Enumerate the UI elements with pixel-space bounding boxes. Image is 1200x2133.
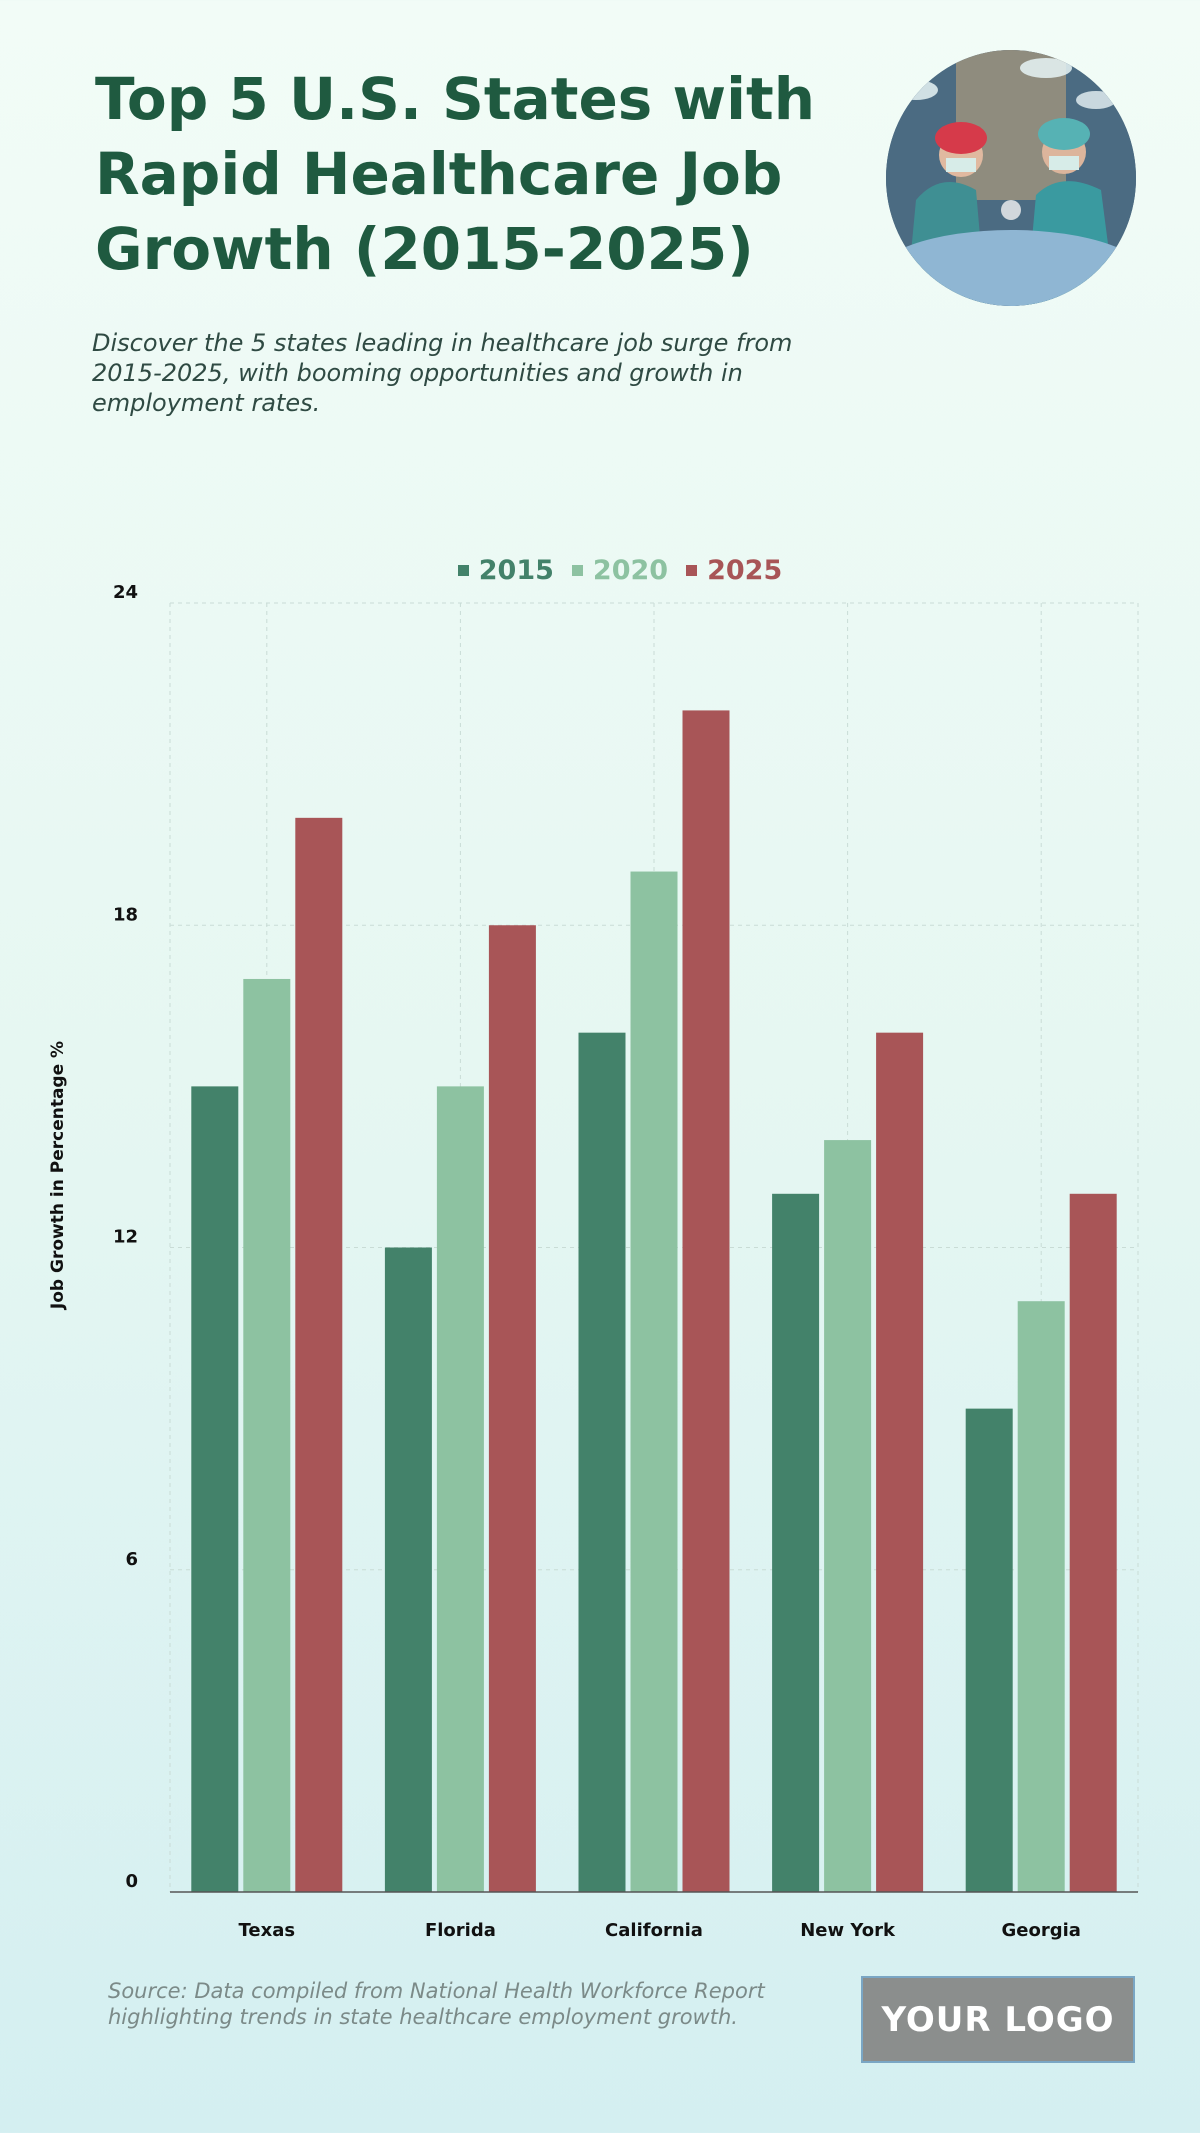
legend-swatch [686,564,698,576]
bar-2015-florida [384,1247,432,1892]
source-note: Source: Data compiled from National Heal… [108,1979,765,2029]
y-tick-label: 12 [113,1227,138,1248]
bar-2025-california [682,710,730,1892]
bar-2025-florida [488,925,536,1892]
legend-swatch [457,564,469,576]
bar-2020-california [630,871,678,1892]
bar-2015-california [578,1032,626,1892]
bar-2020-georgia [1017,1301,1065,1892]
x-tick-label: New York [800,1920,896,1941]
x-tick-label: California [605,1920,703,1941]
logo-placeholder[interactable]: YOUR LOGO [861,1976,1135,2063]
x-tick-label: Georgia [1001,1920,1080,1941]
logo-text: YOUR LOGO [881,1999,1115,2040]
surgeons-illustration [886,50,1136,306]
x-tick-label: Florida [425,1920,496,1941]
bar-2020-texas [243,978,291,1892]
legend-item-2025: 2025 [686,555,782,586]
bar-2020-new-york [824,1140,872,1892]
surgeons-photo [886,50,1136,306]
y-tick-label: 6 [125,1549,138,1570]
page-subtitle: Discover the 5 states leading in healthc… [92,329,793,417]
bar-2025-texas [295,817,343,1893]
y-tick-label: 24 [113,582,138,603]
chart-legend: 2015 2020 2025 [0,550,1200,590]
legend-label: 2025 [707,554,783,586]
bar-chart: 0 6 12 18 24 Texas Florida California New York Ge… [113,582,1139,1941]
page-title: Top 5 U.S. States with Rapid Healthcare … [95,65,815,283]
bar-2025-new-york [876,1032,924,1892]
legend-item-2015: 2015 [457,554,554,586]
bar-2015-georgia [965,1408,1013,1892]
y-tick-label: 18 [113,904,138,925]
y-axis-label-text: Job Growth in Percentage % [48,1040,68,1310]
legend-swatch [571,564,583,576]
legend-item-2020: 2020 [571,554,669,586]
y-tick-label: 0 [125,1871,138,1892]
bar-2025-georgia [1069,1193,1117,1892]
x-tick-label: Texas [239,1920,296,1941]
legend-label: 2015 [478,554,554,586]
bar-2020-florida [436,1086,484,1892]
legend-label: 2020 [592,554,669,586]
bar-2015-new-york [772,1193,820,1892]
bar-2015-texas [191,1086,239,1892]
